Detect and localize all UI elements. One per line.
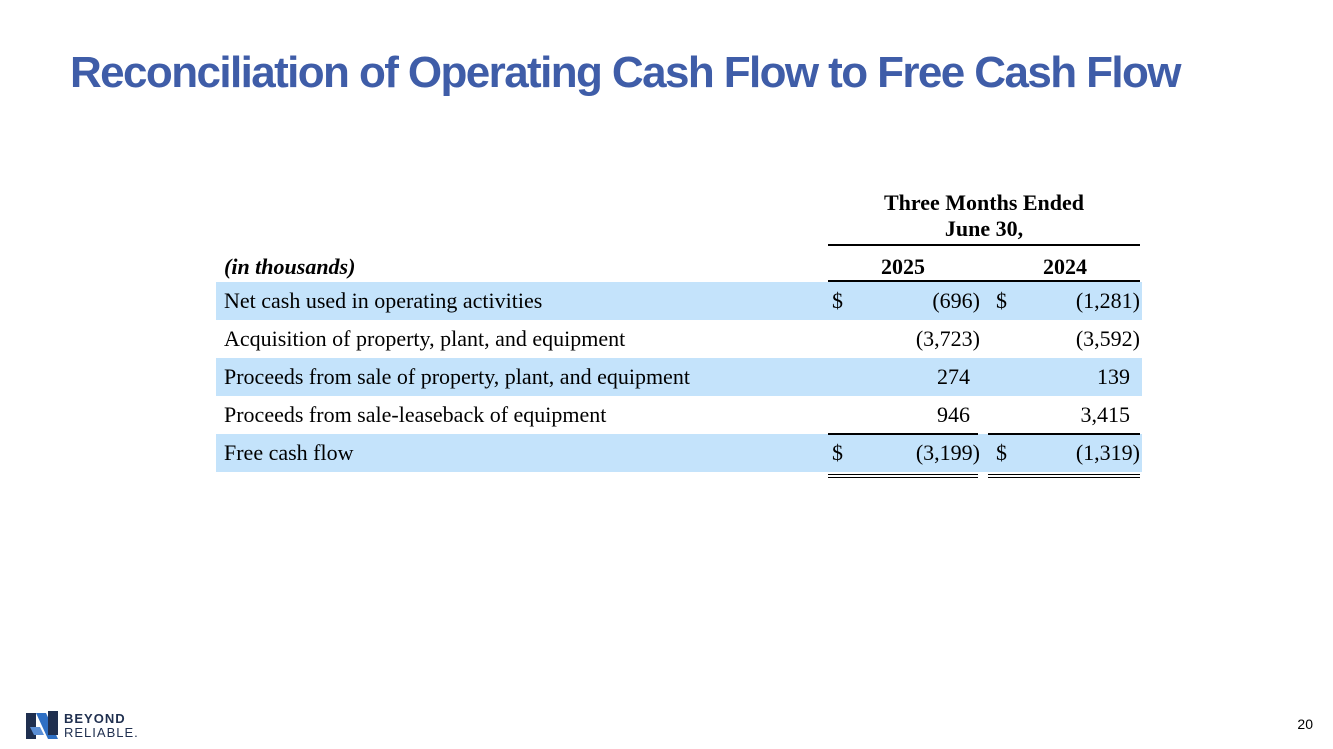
page-number: 20: [1297, 716, 1313, 732]
currency-2025: $: [832, 440, 843, 465]
table-header: Three Months Ended June 30, (in thousand…: [216, 186, 1142, 282]
slide-title: Reconciliation of Operating Cash Flow to…: [70, 48, 1182, 97]
currency-2025: $: [832, 288, 843, 313]
subtotal-rule-2025: [828, 433, 978, 435]
year-rule: [828, 280, 1140, 282]
cash-flow-table: Three Months Ended June 30, (in thousand…: [216, 186, 1142, 482]
row-label: Proceeds from sale-leaseback of equipmen…: [224, 402, 607, 427]
table-row: Proceeds from sale-leaseback of equipmen…: [216, 396, 1142, 434]
double-rule-2024: [988, 474, 1140, 480]
period-header: Three Months Ended June 30,: [883, 190, 1085, 241]
value-2024: (3,592): [1075, 326, 1140, 351]
value-2025: 274: [937, 364, 970, 389]
units-label: (in thousands): [224, 254, 356, 279]
logo-mark-icon: [26, 711, 58, 739]
value-2024: 3,415: [1080, 402, 1131, 427]
value-2025: 946: [937, 402, 970, 427]
year-header-2025: 2025: [881, 254, 925, 279]
row-label: Proceeds from sale of property, plant, a…: [224, 364, 690, 389]
company-logo: BEYOND RELIABLE.: [24, 709, 164, 741]
currency-2024: $: [996, 440, 1007, 465]
currency-2024: $: [996, 288, 1007, 313]
value-2025: (3,723): [915, 326, 980, 351]
table-row: Proceeds from sale of property, plant, a…: [216, 358, 1142, 396]
value-2025: (3,199): [915, 440, 980, 465]
year-header-2024: 2024: [1043, 254, 1087, 279]
logo-line-2: RELIABLE.: [64, 725, 139, 740]
value-2024: 139: [1097, 364, 1130, 389]
logo-line-1: BEYOND: [64, 711, 126, 726]
table-row: Acquisition of property, plant, and equi…: [216, 320, 1142, 358]
value-2024: (1,281): [1075, 288, 1140, 313]
header-rule: [828, 244, 1140, 246]
row-label: Acquisition of property, plant, and equi…: [224, 326, 626, 351]
subtotal-rule-2024: [988, 433, 1140, 435]
table-row: Net cash used in operating activities $ …: [216, 282, 1142, 320]
value-2025: (696): [932, 288, 980, 313]
double-rule-2025: [828, 474, 978, 480]
table-row-total: Free cash flow $ (3,199) $ (1,319): [216, 433, 1142, 472]
row-label: Net cash used in operating activities: [224, 288, 543, 313]
value-2024: (1,319): [1075, 440, 1140, 465]
total-underline: [216, 472, 1142, 482]
row-label: Free cash flow: [224, 440, 354, 465]
